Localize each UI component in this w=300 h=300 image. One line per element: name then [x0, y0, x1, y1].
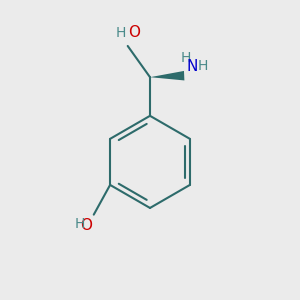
Polygon shape: [150, 71, 184, 80]
Text: O: O: [80, 218, 92, 232]
Text: H: H: [198, 59, 208, 73]
Text: O: O: [129, 25, 141, 40]
Text: H: H: [74, 217, 85, 231]
Text: H: H: [180, 51, 190, 65]
Text: N: N: [187, 59, 198, 74]
Text: H: H: [116, 26, 126, 40]
